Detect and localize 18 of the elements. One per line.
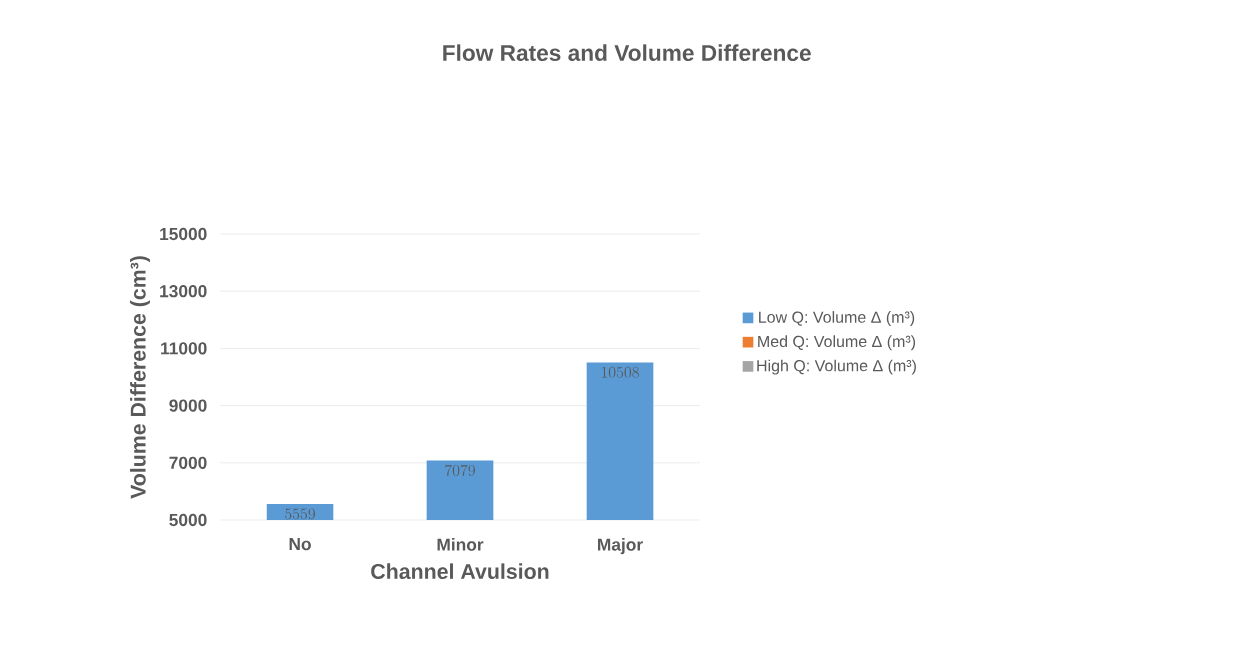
y-axis-title: Volume Difference (cm³) (130, 256, 150, 499)
x-axis-title: Channel Avulsion (371, 563, 549, 580)
data-label: 7079 (445, 464, 475, 476)
x-tick-label: Minor (437, 538, 484, 551)
legend-label: High Q: Volume Δ (m³) (757, 359, 916, 375)
x-tick-label: No (289, 538, 311, 551)
y-tick-label: 9000 (169, 399, 207, 412)
y-tick-label: 5000 (169, 513, 207, 527)
data-label: 10508 (601, 366, 639, 378)
data-label: 5559 (285, 508, 315, 520)
y-tick-label: 7000 (169, 456, 207, 469)
chart-title: Flow Rates and Volume Difference (443, 44, 811, 61)
y-tick-label: 15000 (160, 227, 207, 241)
legend-label: Low Q: Volume Δ (m³) (759, 311, 915, 326)
y-tick-label: 11000 (161, 342, 207, 355)
y-tick-label: 13000 (160, 285, 207, 298)
legend-label: Med Q: Volume Δ (m³) (758, 335, 916, 351)
x-tick-label: Major (598, 538, 643, 555)
